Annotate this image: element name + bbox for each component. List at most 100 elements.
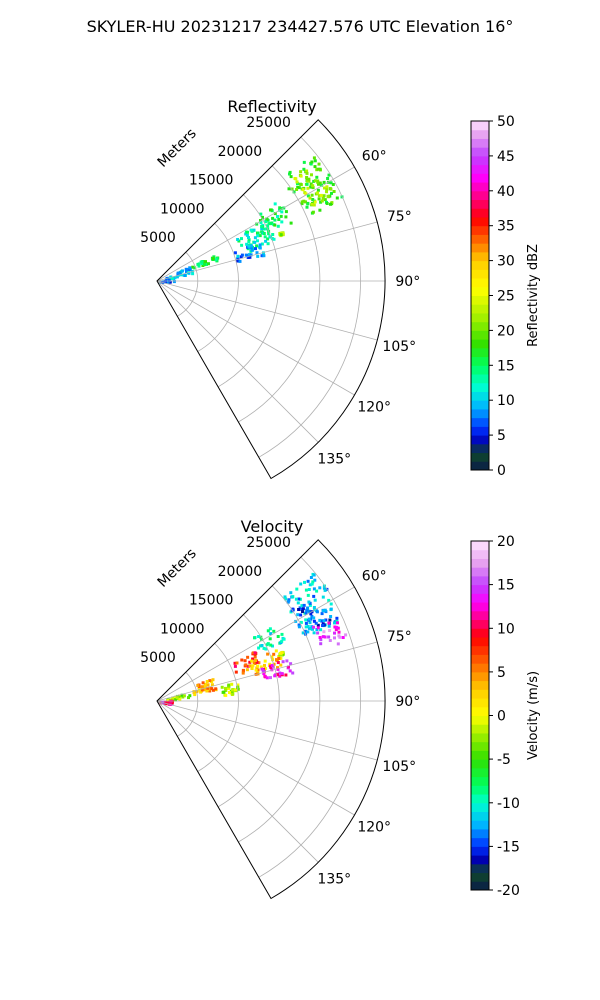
echo-gate (263, 667, 267, 670)
echo-gate (268, 637, 272, 641)
echo-gate (300, 604, 304, 608)
echo-gate (227, 683, 231, 687)
echo-gate (307, 177, 311, 181)
range-gridline (258, 556, 361, 878)
echo-gate (266, 242, 270, 246)
echo-gate (246, 256, 250, 259)
echo-gate (299, 582, 303, 586)
echo-gate (315, 610, 319, 614)
echo-gate (259, 665, 263, 669)
echo-gate (249, 228, 253, 232)
echo-gate (214, 258, 218, 262)
echo-gate (283, 595, 287, 599)
echo-gate (281, 231, 285, 235)
echo-gate (333, 625, 337, 629)
echo-gate (262, 232, 266, 235)
colorbar-segment (471, 243, 489, 253)
echo-gate (317, 194, 321, 198)
echo-gate (256, 668, 260, 672)
echo-gate (297, 186, 301, 190)
colorbar-segment (471, 619, 489, 629)
echo-gate (298, 606, 302, 610)
echo-gate (174, 698, 178, 702)
radial-tick-label: 20000 (218, 144, 263, 160)
colorbar-segment (471, 365, 489, 375)
colorbar-segment (471, 408, 489, 419)
echo-gate (306, 194, 310, 198)
echo-gate (227, 685, 231, 689)
colorbar-segment (471, 872, 489, 882)
colorbar-segment (471, 182, 489, 192)
echo-gate (236, 683, 240, 687)
radial-axis-label: Meters (155, 126, 200, 171)
colorbar-segment (471, 339, 489, 349)
echo-gate (310, 202, 314, 206)
echo-gate (325, 185, 329, 189)
colorbar-segment (471, 663, 489, 673)
echo-gate (252, 228, 256, 232)
echo-gate (253, 240, 257, 244)
echo-gate (304, 629, 307, 633)
polar-grid (156, 136, 385, 458)
echo-gate (266, 224, 270, 228)
echo-gate (250, 659, 254, 663)
echo-gate (261, 669, 265, 673)
echo-gate (334, 628, 338, 632)
echo-gate (246, 655, 250, 659)
echo-gate (305, 608, 309, 612)
echo-gate (199, 690, 203, 694)
echo-gate (294, 597, 298, 601)
echo-gate (312, 156, 316, 160)
echo-gate (203, 688, 207, 691)
echo-gate (276, 215, 279, 218)
echo-gate (260, 225, 264, 228)
echo-gate (320, 612, 324, 616)
echo-gate (277, 655, 281, 658)
colorbar-segment (471, 304, 489, 314)
echo-gate (256, 231, 260, 235)
echo-gate (315, 628, 319, 631)
echo-gate (323, 608, 327, 612)
echo-gate (247, 244, 251, 248)
echo-gate (312, 619, 316, 623)
echo-gate (307, 617, 311, 621)
colorbar-segment (471, 741, 489, 751)
colorbar-segment (471, 750, 489, 760)
echo-gate (258, 243, 262, 247)
echo-gate (246, 664, 250, 668)
echo-gate (214, 687, 218, 691)
echo-gate (280, 639, 284, 643)
echo-gate (315, 175, 319, 179)
echo-gate (263, 235, 267, 239)
angle-tick-label: 90° (395, 274, 420, 290)
echo-gate (271, 665, 275, 669)
echo-gate (210, 680, 214, 683)
echo-gate (276, 224, 280, 228)
echo-gate (272, 237, 276, 241)
echo-gate (341, 636, 345, 639)
echo-gate (310, 625, 314, 629)
echo-gate (256, 234, 260, 238)
echo-gate (306, 179, 310, 183)
range-gridline (197, 223, 239, 352)
colorbar-segment (471, 452, 489, 462)
echo-gate (327, 598, 331, 602)
echo-gate (269, 676, 272, 680)
echo-gate (211, 257, 215, 261)
colorbar-segment (471, 251, 489, 262)
echo-gate (290, 595, 294, 599)
colorbar-segment (471, 269, 489, 279)
echo-gate (302, 603, 306, 607)
angle-tick-label: 120° (357, 399, 391, 415)
colorbar-tick-label: -20 (497, 883, 520, 899)
echo-gate (288, 172, 291, 176)
echo-gate (321, 623, 325, 627)
echo-gate (312, 625, 316, 629)
colorbar-segment (471, 645, 489, 655)
echo-gate (185, 270, 188, 274)
echo-gate (310, 582, 314, 586)
echo-gate (260, 638, 264, 642)
echo-gate (315, 589, 319, 593)
echo-gate (180, 693, 184, 697)
echo-gate (317, 182, 320, 186)
